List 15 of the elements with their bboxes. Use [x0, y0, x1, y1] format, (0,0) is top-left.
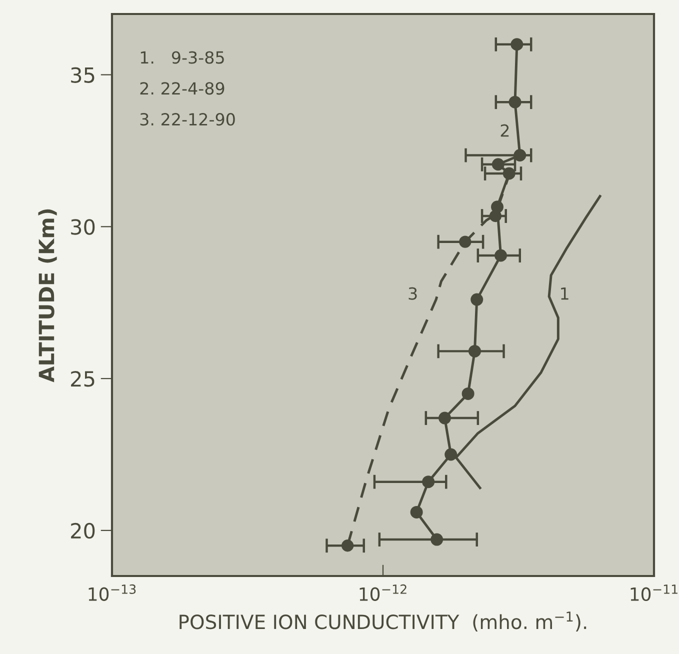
x-axis-title: POSITIVE ION CUNDUCTIVITY (mho. m$^{−1}$).: [180, 612, 586, 632]
annotation: 1. 9-3-85: [140, 51, 224, 64]
y-axis-title: ALTITUDE (Km): [38, 209, 57, 382]
x-tick-label: 10$^{−13}$: [88, 584, 136, 601]
y-tick-label: 30: [71, 219, 95, 235]
annotation: 2: [500, 124, 509, 137]
annotation: 3. 22-12-90: [140, 113, 235, 126]
x-tick-label: 10$^{−12}$: [360, 584, 406, 601]
y-tick-label: 35: [71, 67, 94, 83]
annotation: 3: [408, 287, 417, 300]
annotation: 1: [561, 287, 568, 300]
y-tick-label: 20: [71, 522, 95, 539]
x-tick-label: 10$^{−11}$: [630, 584, 678, 601]
y-tick-label: 25: [71, 370, 94, 387]
annotation: 2. 22-4-89: [140, 82, 224, 95]
